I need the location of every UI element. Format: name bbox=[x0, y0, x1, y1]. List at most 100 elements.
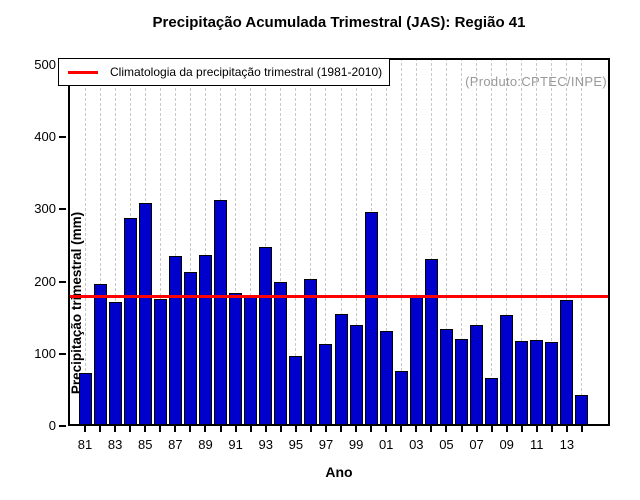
y-axis-tick bbox=[59, 425, 66, 427]
gridline bbox=[415, 58, 417, 426]
x-tick-label: 91 bbox=[228, 437, 243, 452]
bar-2010 bbox=[515, 340, 529, 426]
x-tick-label: 87 bbox=[168, 437, 183, 452]
bar-1986 bbox=[153, 298, 167, 426]
bar-2002 bbox=[394, 371, 408, 426]
x-tick-label: 81 bbox=[77, 437, 93, 452]
bar-1987 bbox=[168, 255, 182, 426]
x-tick-label: 99 bbox=[348, 437, 364, 452]
bar-2011 bbox=[530, 340, 544, 426]
bar-2004 bbox=[424, 259, 438, 426]
x-axis-tick bbox=[445, 426, 448, 432]
x-axis-tick bbox=[159, 426, 162, 432]
x-axis-tick bbox=[475, 426, 478, 432]
chart-title: Precipitação Acumulada Trimestral (JAS):… bbox=[152, 14, 526, 31]
gridline bbox=[250, 58, 252, 426]
gridline bbox=[581, 58, 583, 426]
x-tick-label: 05 bbox=[439, 437, 454, 452]
legend: Climatologia da precipitação trimestral … bbox=[58, 58, 390, 86]
y-tick-label: 300 bbox=[34, 201, 56, 217]
x-axis-tick bbox=[355, 426, 358, 432]
legend-label: Climatologia da precipitação trimestral … bbox=[110, 65, 383, 79]
x-tick-label: 03 bbox=[409, 437, 424, 452]
gridline bbox=[159, 58, 161, 426]
gridline bbox=[265, 58, 267, 426]
bar-1999 bbox=[349, 324, 363, 426]
gridline bbox=[566, 58, 568, 426]
x-axis-tick bbox=[84, 426, 86, 432]
bar-2014 bbox=[575, 394, 589, 426]
gridline bbox=[204, 58, 206, 426]
gridline bbox=[114, 58, 116, 426]
x-axis-tick bbox=[505, 426, 508, 432]
x-tick-label: 83 bbox=[107, 437, 123, 452]
bar-1985 bbox=[138, 202, 152, 426]
y-tick-label: 200 bbox=[34, 273, 56, 289]
bar-1984 bbox=[123, 218, 137, 426]
x-axis-tick bbox=[490, 426, 493, 432]
x-axis-tick bbox=[219, 426, 222, 432]
x-tick-label: 97 bbox=[318, 437, 334, 452]
x-tick-label: 09 bbox=[499, 437, 514, 452]
x-axis-tick bbox=[400, 426, 403, 432]
x-axis-tick bbox=[129, 426, 132, 432]
climatology-line-icon bbox=[68, 70, 98, 74]
bar-1981 bbox=[78, 373, 92, 426]
x-axis-tick bbox=[550, 426, 553, 432]
bar-2003 bbox=[409, 297, 423, 426]
bar-1998 bbox=[334, 314, 348, 426]
bar-1991 bbox=[229, 293, 243, 426]
gridline bbox=[84, 58, 86, 426]
gridline bbox=[536, 58, 538, 426]
x-tick-label: 13 bbox=[559, 437, 575, 452]
x-axis-tick bbox=[294, 426, 297, 432]
gridline bbox=[461, 58, 462, 426]
bar-1990 bbox=[214, 200, 228, 426]
y-tick-label: 400 bbox=[34, 129, 56, 145]
x-axis-tick bbox=[249, 426, 252, 432]
gridline bbox=[430, 58, 432, 426]
x-tick-label: 93 bbox=[258, 437, 273, 452]
bar-1994 bbox=[274, 282, 288, 426]
x-axis-tick bbox=[309, 426, 312, 432]
bar-2012 bbox=[545, 342, 559, 426]
bar-2001 bbox=[379, 331, 393, 426]
x-axis-tick bbox=[234, 426, 237, 432]
gridline bbox=[400, 58, 402, 426]
climatology-reference-line bbox=[68, 294, 610, 298]
bar-1982 bbox=[93, 283, 107, 426]
bar-2000 bbox=[364, 212, 378, 426]
gridline bbox=[295, 58, 297, 426]
bar-1995 bbox=[289, 355, 303, 426]
x-axis-tick bbox=[204, 426, 207, 432]
gridline bbox=[310, 58, 312, 426]
x-tick-label: 01 bbox=[378, 437, 394, 452]
bar-2013 bbox=[560, 299, 574, 426]
gridline bbox=[521, 58, 523, 426]
gridline bbox=[491, 58, 493, 426]
x-tick-label: 89 bbox=[198, 437, 213, 452]
x-axis-tick bbox=[144, 426, 147, 432]
x-tick-label: 85 bbox=[138, 437, 153, 452]
gridline bbox=[551, 58, 553, 426]
y-tick-label: 500 bbox=[34, 57, 56, 72]
x-axis-tick bbox=[114, 426, 117, 432]
x-axis-tick bbox=[279, 426, 282, 432]
product-watermark: (Produto:CPTEC/INPE) bbox=[465, 74, 607, 89]
x-axis-tick bbox=[174, 426, 177, 432]
gridline bbox=[235, 58, 237, 426]
x-axis-tick bbox=[99, 426, 102, 432]
x-axis-tick bbox=[324, 426, 327, 432]
x-axis-title: Ano bbox=[325, 464, 353, 480]
y-axis-tick bbox=[59, 208, 66, 211]
x-tick-label: 11 bbox=[530, 437, 544, 452]
gridline bbox=[445, 58, 447, 426]
x-axis-tick bbox=[460, 426, 463, 432]
gridline bbox=[385, 58, 387, 426]
gridline bbox=[174, 58, 176, 426]
y-tick-label: 100 bbox=[34, 345, 56, 361]
y-tick-label: 0 bbox=[48, 418, 56, 433]
x-axis-tick bbox=[415, 426, 418, 432]
bar-1989 bbox=[198, 254, 212, 426]
x-axis-tick bbox=[370, 426, 373, 432]
